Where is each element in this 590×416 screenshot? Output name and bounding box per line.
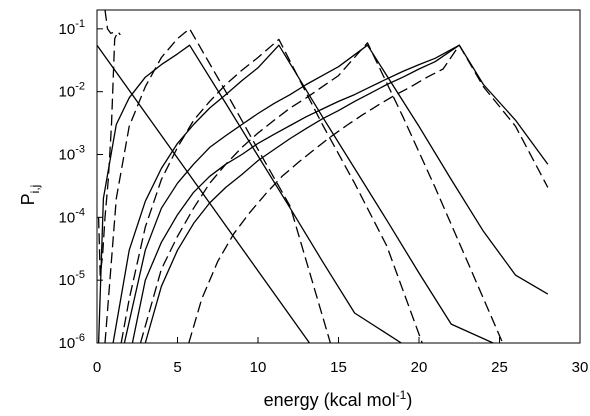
y-axis-title: Pi,j xyxy=(18,185,42,206)
x-tick-label: 10 xyxy=(250,359,267,376)
y-tick-base: 10 xyxy=(59,272,76,289)
y-tick-exp: -5 xyxy=(75,269,85,281)
x-axis-title-text: energy (kcal mol xyxy=(264,390,396,410)
x-tick-label: 15 xyxy=(330,359,347,376)
y-tick-base: 10 xyxy=(59,21,76,38)
x-tick-label: 25 xyxy=(491,359,508,376)
y-tick-exp: -2 xyxy=(75,81,85,93)
y-tick-label: 10-6 xyxy=(59,332,85,352)
x-axis-title-close: ) xyxy=(406,390,412,410)
y-tick-label: 10-1 xyxy=(59,18,85,38)
series-line-2-dashed xyxy=(105,10,116,33)
svg-text:Pi,j: Pi,j xyxy=(18,185,42,206)
y-tick-exp: -3 xyxy=(75,144,85,156)
series-line-7-solid xyxy=(124,45,547,343)
series-line-11-dashed xyxy=(189,45,548,343)
y-tick-base: 10 xyxy=(59,84,76,101)
y-tick-label: 10-5 xyxy=(59,269,85,289)
y-tick-exp: -4 xyxy=(75,206,85,218)
series-line-6-dashed xyxy=(121,39,422,343)
y-tick-base: 10 xyxy=(59,209,76,226)
y-tick-exp: -1 xyxy=(75,18,85,30)
x-axis-title: energy (kcal mol-1) xyxy=(264,388,413,410)
series-line-8-dashed xyxy=(141,43,503,343)
series-line-4-dashed xyxy=(105,29,330,343)
y-tick-label: 10-4 xyxy=(59,206,85,226)
x-axis-title-sup: -1 xyxy=(396,388,407,402)
x-tick-label: 0 xyxy=(93,359,101,376)
y-tick-exp: -6 xyxy=(75,332,85,344)
series-layer xyxy=(97,10,548,343)
x-tick-label: 20 xyxy=(411,359,428,376)
y-tick-base: 10 xyxy=(59,147,76,164)
y-axis-title-text: P xyxy=(18,193,38,205)
x-tick-label: 5 xyxy=(173,359,181,376)
y-axis-title-sub: i,j xyxy=(28,185,42,194)
y-tick-base: 10 xyxy=(59,335,76,352)
y-tick-label: 10-3 xyxy=(59,144,85,164)
y-tick-label: 10-2 xyxy=(59,81,85,101)
x-tick-label: 30 xyxy=(572,359,589,376)
y-axis: 10-110-210-310-410-510-6 xyxy=(59,18,103,352)
